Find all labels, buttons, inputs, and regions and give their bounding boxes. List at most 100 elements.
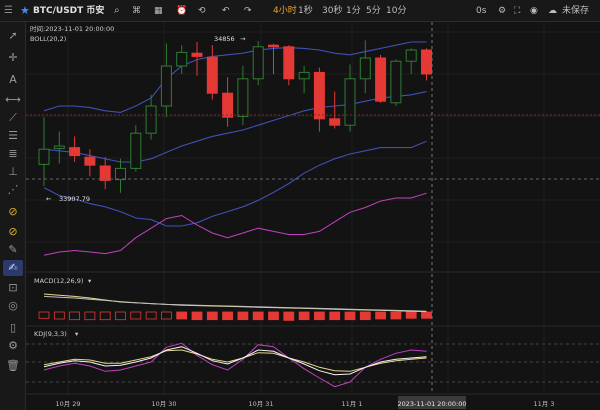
candle-body [359,57,371,80]
redo-icon[interactable]: ↷ [244,6,252,16]
settings-list-icon[interactable]: ⚙ [8,339,18,352]
star-icon[interactable]: ★ [20,4,30,17]
kdj-k-line [43,346,427,376]
low-marker-arrow: ← [46,195,52,203]
grid [26,22,600,394]
save-status[interactable]: 未保存 [562,6,590,16]
replay-icon[interactable]: ⟲ [198,6,206,16]
lock-icon[interactable]: ⊡ [8,281,18,294]
crosshair-time: 2023-11-01 20:00:00 [397,400,466,408]
macd-histogram-bar [298,311,310,321]
fullscreen-icon[interactable]: ⛶ [514,6,521,16]
candle-body [69,147,81,157]
kdj-dropdown-icon[interactable]: ▾ [75,330,79,338]
eye-icon[interactable]: ◎ [8,299,18,312]
boll-label[interactable]: BOLL(20,2) [30,35,66,43]
macd-histogram-bar [283,311,295,321]
kdj-pane [26,342,600,388]
undo-icon[interactable]: ↶ [222,6,230,16]
layers-icon[interactable]: ▯ [9,321,17,334]
macd-dea-line [43,295,427,312]
macd-histogram-bar [176,311,188,320]
fib-icon[interactable]: ☰ [8,129,18,142]
menu-icon[interactable]: ☰ [4,5,13,16]
x-tick-label: 10月 30 [151,400,176,408]
search-icon[interactable]: ⌕ [114,5,120,16]
text-icon[interactable]: A [9,73,17,86]
interval-10m[interactable]: 10分 [386,6,407,16]
low-marker: 33907.79 [59,195,90,203]
macd-histogram-bar [160,311,172,320]
cursor-icon[interactable]: ➚ [8,29,18,42]
settings-icon[interactable]: ⚙ [498,6,507,16]
interval-5m[interactable]: 5分 [366,6,381,16]
candle-body [222,92,234,118]
macd-histogram-bar [390,311,402,320]
candle-body [313,71,325,120]
macd-histogram-bar [69,311,80,321]
macd-label[interactable]: MACD(12,26,9) [34,277,83,285]
info-line: 时间:2023-11-01 20:00:00 [30,24,114,33]
x-tick-label: 10月 29 [55,400,80,408]
candle-body [115,167,126,181]
magnet-icon[interactable]: ⋰ [7,183,19,196]
x-tick-label: 11月 1 [342,400,363,408]
boll-mid-line [43,91,427,163]
pencil-icon[interactable]: ⊘ [8,205,18,218]
brush-icon[interactable]: ✎ [8,243,18,256]
interval-4h[interactable]: 4小时 [273,6,297,16]
candle-body [191,52,203,57]
candle-body [268,44,279,48]
candle-body [160,65,172,107]
candlesticks [38,40,432,193]
boll-bands [43,41,427,227]
templates-icon[interactable]: ▦ [154,6,163,16]
symbol-title[interactable]: BTC/USDT 币安 [33,6,105,16]
alert-icon[interactable]: ⏰ [176,6,188,16]
macd-histogram-bar [405,311,417,319]
macd-histogram-bar [252,311,264,321]
crosshair-icon[interactable]: ✛ [8,51,18,64]
time-mode[interactable]: 0s [476,6,487,16]
candle-body [252,46,264,80]
candle-body [99,165,111,181]
rsi-series [43,192,427,256]
macd-histogram-bar [268,311,279,321]
measure-icon[interactable]: ✍ [3,260,23,276]
candle-body [405,49,417,62]
macd-histogram-bar [191,311,203,321]
macd-histogram-bar [38,311,50,319]
camera-icon[interactable]: ◉ [530,6,538,16]
rsi-line [43,192,427,256]
interval-1m[interactable]: 1分 [346,6,361,16]
indicators-icon[interactable]: ⌘ [132,6,141,16]
drawing-toolbar: ➚ ✛ A ⟷ ⟋ ☰ ≣ ⊥ ⋰ ⊘ ⊘ ✎ ✍ ⊡ ◎ ▯ ⚙ 🗑 [0,22,26,410]
boll-upper-line [43,41,427,113]
trash-icon[interactable]: 🗑 [6,359,20,372]
boll-lower-line [43,140,427,227]
candle-body [84,156,96,166]
macd-histogram-bar [84,311,96,321]
trend-line-icon[interactable]: ⟋ [9,111,17,124]
chart-canvas[interactable]: 时间:2023-11-01 20:00:00 BOLL(20,2) 34856 … [26,22,600,410]
interval-30s[interactable]: 30秒 [322,6,343,16]
candle-body [145,105,157,134]
kdj-label[interactable]: KDJ(9,3,3) [34,330,67,338]
cloud-icon[interactable]: ☁ [548,6,557,16]
macd-dropdown-icon[interactable]: ▾ [88,277,92,285]
pattern-icon[interactable]: ⊥ [8,165,18,178]
candle-body [298,71,310,80]
macd-histogram-bar [313,311,325,321]
macd-histogram-bar [145,311,157,320]
horizontal-line-icon[interactable]: ⟷ [5,93,21,106]
candle-body [421,49,432,75]
macd-histogram-bar [115,311,126,321]
projection-icon[interactable]: ≣ [8,147,18,160]
crosshair-time-box [398,396,466,409]
macd-histogram-bar [359,311,371,321]
macd-pane [38,293,432,321]
interval-1s[interactable]: 1秒 [298,6,313,16]
ruler-icon[interactable]: ⊘ [8,225,18,238]
macd-histogram-bar [99,311,111,321]
macd-histogram-bar [421,311,432,319]
